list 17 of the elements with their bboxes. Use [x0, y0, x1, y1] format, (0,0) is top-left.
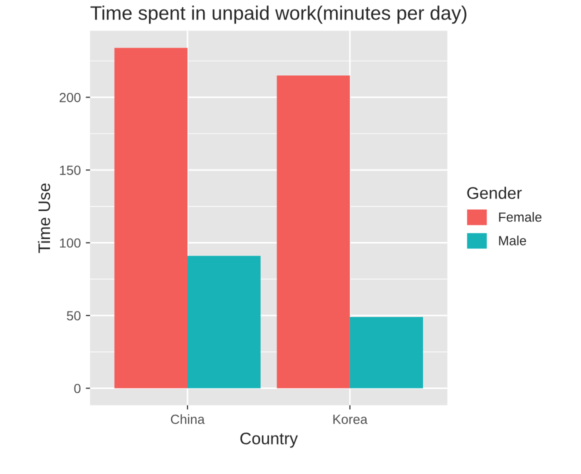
chart-title: Time spent in unpaid work(minutes per day) [90, 6, 466, 24]
legend-label: Female [499, 212, 542, 222]
x-tick-label: China [170, 414, 205, 424]
x-axis-title: Country [240, 432, 298, 448]
y-axis-title: Time Use [38, 183, 50, 254]
legend-label: Male [499, 236, 526, 246]
bar [114, 48, 188, 388]
y-tick-label: 0 [74, 384, 81, 394]
y-tick-label: 150 [60, 166, 81, 175]
y-tick-label: 100 [60, 238, 81, 248]
y-tick-label: 200 [60, 92, 81, 102]
x-tick-label: Korea [333, 414, 368, 424]
bar [350, 316, 424, 388]
bar [188, 256, 261, 388]
y-tick-label: 50 [66, 311, 81, 320]
bar [276, 75, 350, 388]
legend-title: Gender [467, 186, 522, 199]
